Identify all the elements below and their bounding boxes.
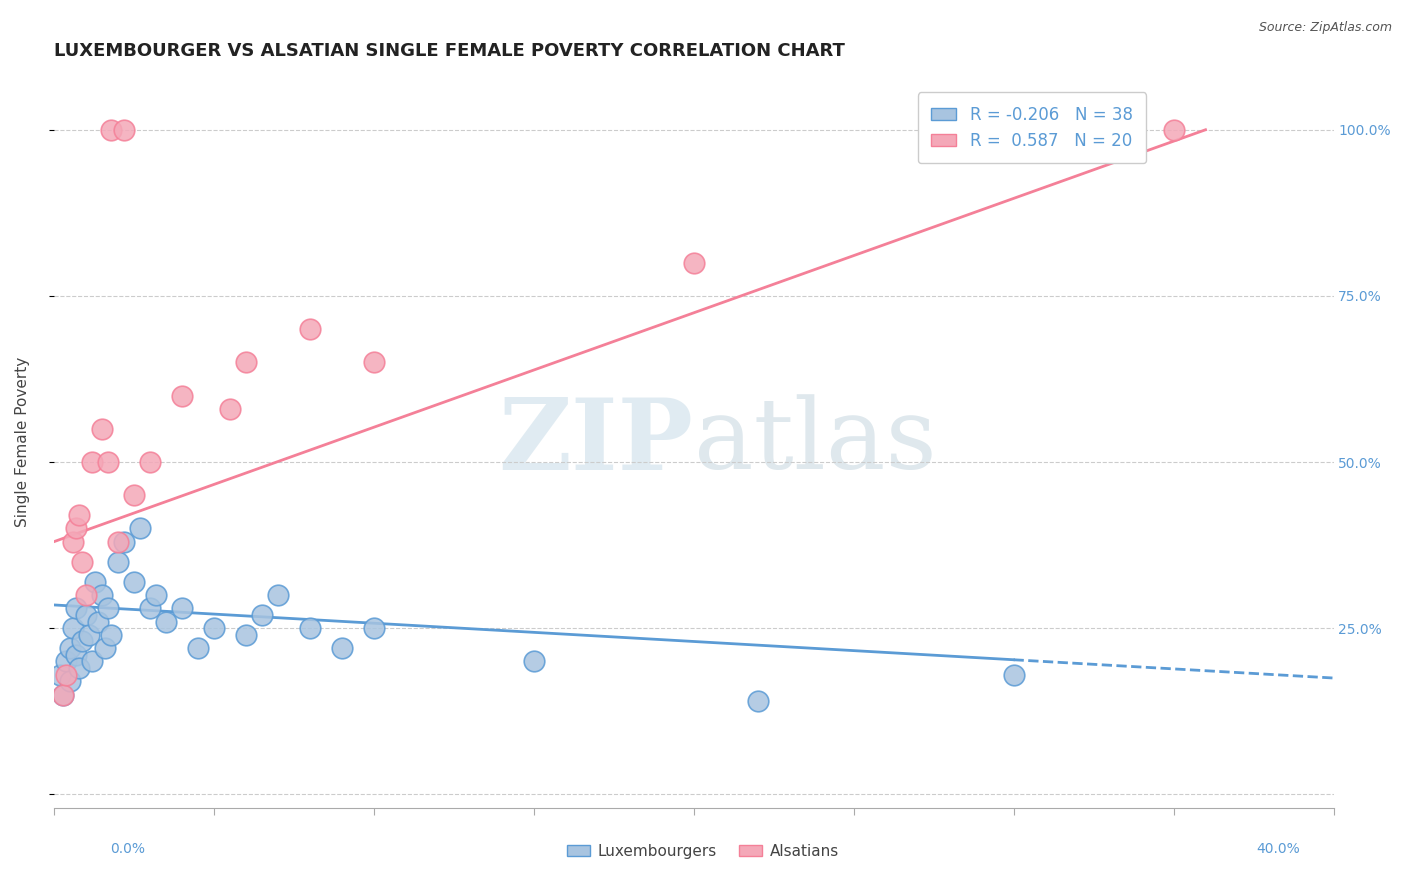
- Point: [59, 674, 82, 689]
- Point: [235, 355, 257, 369]
- Point: [330, 641, 353, 656]
- Text: atlas: atlas: [693, 394, 936, 490]
- Point: [1163, 122, 1185, 136]
- Point: [80, 455, 103, 469]
- Point: [55, 654, 77, 668]
- Point: [77, 628, 100, 642]
- Point: [138, 455, 160, 469]
- Point: [90, 588, 112, 602]
- Point: [155, 615, 177, 629]
- Text: LUXEMBOURGER VS ALSATIAN SINGLE FEMALE POVERTY CORRELATION CHART: LUXEMBOURGER VS ALSATIAN SINGLE FEMALE P…: [53, 42, 845, 60]
- Text: 40.0%: 40.0%: [1257, 842, 1301, 856]
- Point: [363, 621, 385, 635]
- Point: [112, 534, 135, 549]
- Point: [75, 588, 97, 602]
- Point: [747, 694, 769, 708]
- Point: [235, 628, 257, 642]
- Point: [94, 641, 117, 656]
- Point: [145, 588, 167, 602]
- Point: [250, 607, 273, 622]
- Point: [107, 555, 129, 569]
- Point: [170, 601, 193, 615]
- Legend: R = -0.206   N = 38, R =  0.587   N = 20: R = -0.206 N = 38, R = 0.587 N = 20: [918, 92, 1146, 163]
- Point: [138, 601, 160, 615]
- Point: [49, 667, 72, 681]
- Point: [218, 401, 240, 416]
- Text: ZIP: ZIP: [499, 393, 693, 491]
- Point: [129, 521, 152, 535]
- Point: [122, 574, 145, 589]
- Point: [65, 521, 87, 535]
- Point: [266, 588, 288, 602]
- Point: [122, 488, 145, 502]
- Point: [100, 122, 122, 136]
- Point: [65, 648, 87, 662]
- Point: [682, 255, 704, 269]
- Point: [59, 641, 82, 656]
- Point: [97, 455, 120, 469]
- Point: [1002, 667, 1025, 681]
- Point: [363, 355, 385, 369]
- Point: [97, 601, 120, 615]
- Point: [72, 555, 94, 569]
- Point: [62, 534, 84, 549]
- Point: [187, 641, 209, 656]
- Point: [52, 688, 75, 702]
- Point: [67, 661, 90, 675]
- Point: [62, 621, 84, 635]
- Point: [107, 534, 129, 549]
- Point: [72, 634, 94, 648]
- Y-axis label: Single Female Poverty: Single Female Poverty: [15, 357, 30, 527]
- Text: 0.0%: 0.0%: [110, 842, 145, 856]
- Point: [112, 122, 135, 136]
- Point: [84, 574, 107, 589]
- Point: [100, 628, 122, 642]
- Legend: Luxembourgers, Alsatians: Luxembourgers, Alsatians: [561, 838, 845, 864]
- Point: [522, 654, 544, 668]
- Point: [298, 322, 321, 336]
- Point: [87, 615, 110, 629]
- Point: [75, 607, 97, 622]
- Point: [298, 621, 321, 635]
- Point: [202, 621, 225, 635]
- Point: [52, 688, 75, 702]
- Point: [65, 601, 87, 615]
- Point: [170, 388, 193, 402]
- Point: [90, 422, 112, 436]
- Point: [67, 508, 90, 523]
- Text: Source: ZipAtlas.com: Source: ZipAtlas.com: [1258, 21, 1392, 34]
- Point: [55, 667, 77, 681]
- Point: [80, 654, 103, 668]
